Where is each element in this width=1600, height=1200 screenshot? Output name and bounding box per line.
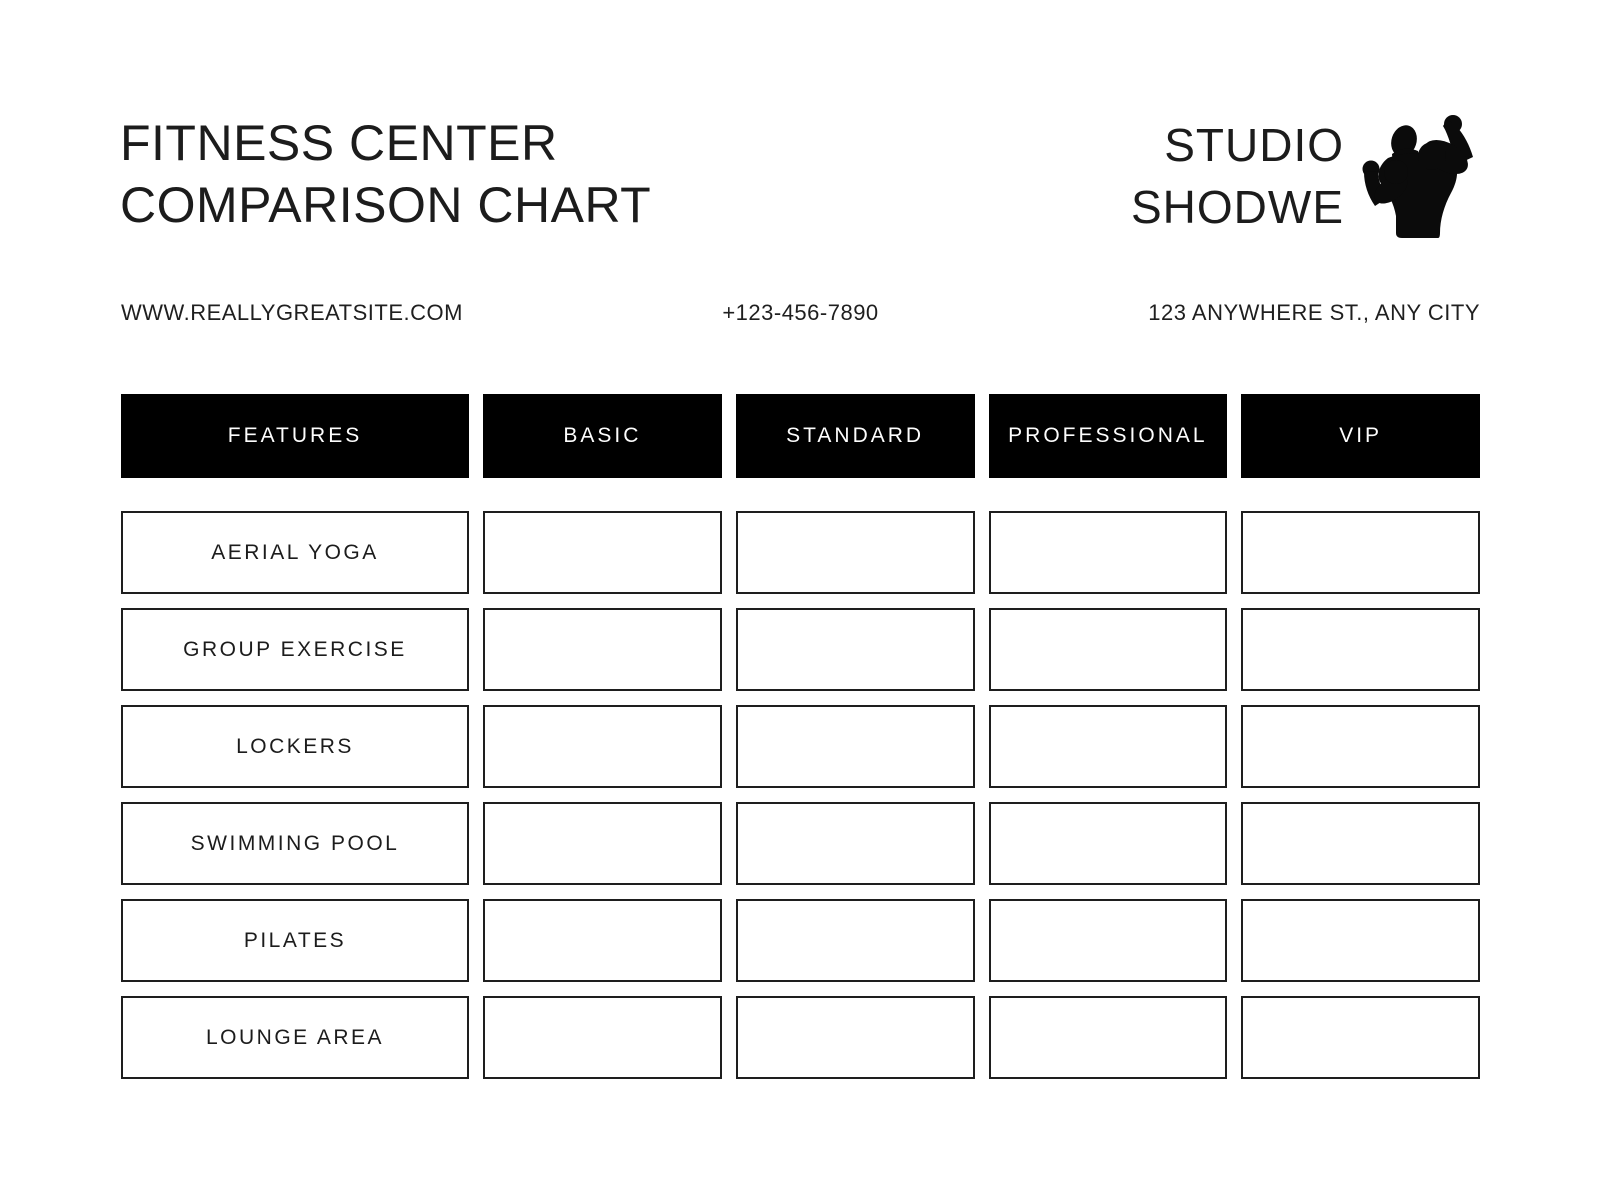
value-cell [988,511,1228,594]
value-cell [1241,802,1480,885]
contact-bar: WWW.REALLYGREATSITE.COM +123-456-7890 12… [121,300,1480,326]
value-cell [1241,511,1480,594]
value-cell [988,802,1228,885]
value-cell [483,511,722,594]
bodybuilder-flex-icon [1360,112,1482,239]
column-header-basic: BASIC [483,394,722,478]
table-row: LOCKERS [121,705,1480,788]
page-title: FITNESS CENTER COMPARISON CHART [120,112,651,236]
value-cell [1241,996,1480,1079]
value-cell [988,705,1228,788]
page-title-line2: COMPARISON CHART [120,177,652,233]
feature-label: PILATES [121,899,469,982]
feature-label: SWIMMING POOL [121,802,469,885]
value-cell [735,705,975,788]
brand-name-line1: STUDIO [1164,118,1344,171]
value-cell [1241,705,1480,788]
table-header-row: FEATURES BASIC STANDARD PROFESSIONAL VIP [121,394,1480,478]
value-cell [735,899,975,982]
value-cell [735,511,975,594]
table-row: SWIMMING POOL [121,802,1480,885]
feature-label: AERIAL YOGA [121,511,469,594]
comparison-table: FEATURES BASIC STANDARD PROFESSIONAL VIP… [121,394,1480,1093]
value-cell [483,608,722,691]
value-cell [735,608,975,691]
feature-label: LOUNGE AREA [121,996,469,1079]
feature-label: GROUP EXERCISE [121,608,469,691]
feature-label: LOCKERS [121,705,469,788]
brand-name-line2: SHODWE [1131,180,1344,233]
website-text: WWW.REALLYGREATSITE.COM [121,300,463,325]
value-cell [988,996,1228,1079]
value-cell [988,608,1228,691]
table-row: LOUNGE AREA [121,996,1480,1079]
value-cell [483,802,722,885]
value-cell [483,899,722,982]
value-cell [735,996,975,1079]
address-text: 123 ANYWHERE ST., ANY CITY [1148,300,1480,325]
value-cell [1241,899,1480,982]
table-row: PILATES [121,899,1480,982]
value-cell [483,705,722,788]
value-cell [1241,608,1480,691]
column-header-professional: PROFESSIONAL [988,394,1228,478]
column-header-standard: STANDARD [735,394,975,478]
column-header-vip: VIP [1241,394,1480,478]
table-row: GROUP EXERCISE [121,608,1480,691]
table-row: AERIAL YOGA [121,511,1480,594]
value-cell [988,899,1228,982]
page-title-line1: FITNESS CENTER [120,115,558,171]
brand-name: STUDIO SHODWE [1131,114,1344,238]
brand-logo: STUDIO SHODWE [1131,112,1482,239]
value-cell [735,802,975,885]
column-header-features: FEATURES [121,394,469,478]
phone-text: +123-456-7890 [722,300,879,325]
value-cell [483,996,722,1079]
